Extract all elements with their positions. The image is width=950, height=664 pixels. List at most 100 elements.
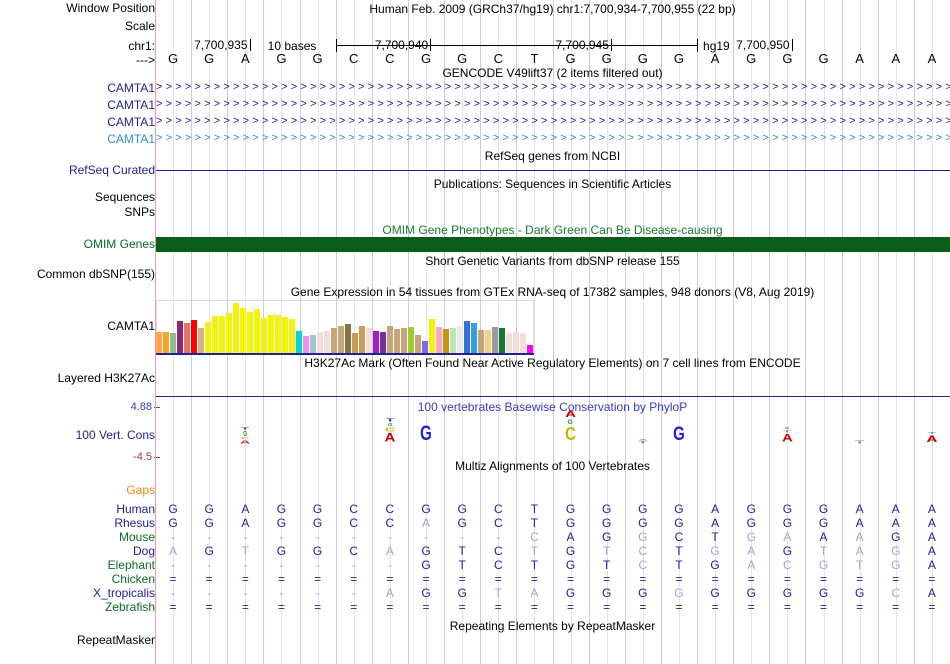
gtex-bar[interactable]	[359, 326, 365, 353]
phylop-logo-column: G	[664, 396, 694, 466]
gtex-bar[interactable]	[499, 328, 505, 353]
sequence-base: G	[673, 51, 685, 66]
gtex-bar[interactable]	[352, 333, 358, 353]
gtex-bar[interactable]	[478, 330, 484, 353]
gtex-bar[interactable]	[492, 327, 498, 353]
gtex-bar[interactable]	[156, 332, 162, 353]
alignment-base: A	[241, 516, 250, 530]
alignment-base: =	[820, 600, 828, 614]
alignment-base: G	[638, 516, 648, 530]
gtex-bar[interactable]	[394, 329, 400, 353]
gtex-bar[interactable]	[296, 331, 302, 353]
gencode-title: GENCODE V49lift37 (2 items filtered out)	[442, 66, 663, 80]
alignment-base: -	[460, 530, 465, 544]
gtex-bar[interactable]	[464, 321, 470, 353]
gtex-bar[interactable]	[471, 323, 477, 353]
gtex-bar[interactable]	[324, 331, 330, 353]
phylop-logo-column: G	[411, 396, 441, 466]
gaps-label[interactable]: Gaps	[126, 483, 155, 497]
h3k27ac-label[interactable]: Layered H3K27Ac	[57, 371, 155, 385]
gtex-bar[interactable]	[191, 320, 197, 353]
alignment-base: =	[205, 600, 213, 614]
gtex-bar[interactable]	[408, 327, 414, 353]
snps-label[interactable]: SNPs	[124, 205, 155, 219]
gtex-bar[interactable]	[513, 332, 519, 353]
refseq-label[interactable]: RefSeq Curated	[68, 163, 155, 177]
species-label-zebrafish[interactable]: Zebrafish	[104, 600, 155, 614]
alignment-base: G	[746, 516, 756, 530]
gtex-bar[interactable]	[457, 326, 463, 353]
conservation-label[interactable]: 100 Vert. Cons	[75, 428, 155, 442]
gtex-bar[interactable]	[240, 308, 246, 353]
gtex-bar[interactable]	[429, 319, 435, 353]
dbsnp-label[interactable]: Common dbSNP(155)	[36, 267, 155, 281]
gtex-bar[interactable]	[387, 326, 393, 353]
gtex-bar[interactable]	[268, 315, 274, 353]
gtex-bar[interactable]	[331, 328, 337, 353]
alignment-base: =	[422, 572, 430, 586]
gtex-bar[interactable]	[366, 328, 372, 353]
gtex-gene-label[interactable]: CAMTA1	[107, 319, 155, 333]
gtex-bar[interactable]	[415, 335, 421, 353]
gtex-bar[interactable]	[443, 329, 449, 353]
sequences-label[interactable]: Sequences	[94, 190, 155, 204]
gtex-bar[interactable]	[184, 323, 190, 353]
phylop-logo-letter: C	[384, 426, 396, 433]
gtex-bar[interactable]	[520, 333, 526, 353]
refseq-line	[156, 170, 950, 171]
gtex-bar[interactable]	[170, 333, 176, 353]
gtex-bar[interactable]	[205, 322, 211, 353]
gtex-bar[interactable]	[163, 332, 169, 353]
alignment-base: =	[386, 572, 394, 586]
species-label-elephant[interactable]: Elephant	[107, 558, 155, 572]
repeatmasker-label[interactable]: RepeatMasker	[76, 633, 155, 647]
alignment-base: G	[710, 586, 720, 600]
gtex-bar[interactable]	[485, 330, 491, 353]
alignment-base: G	[746, 586, 756, 600]
gtex-bar[interactable]	[380, 332, 386, 353]
gtex-bar[interactable]	[219, 316, 225, 353]
window-position-text: Human Feb. 2009 (GRCh37/hg19) chr1:7,700…	[369, 2, 736, 16]
gtex-bar[interactable]	[345, 324, 351, 353]
gtex-bar[interactable]	[527, 345, 533, 353]
gtex-bar[interactable]	[506, 333, 512, 353]
gtex-bar[interactable]	[261, 318, 267, 353]
omim-label[interactable]: OMIM Genes	[83, 237, 155, 251]
species-label-human[interactable]: Human	[116, 502, 155, 516]
gtex-bar[interactable]	[275, 315, 281, 353]
alignment-base: -	[279, 558, 284, 572]
species-label-chicken[interactable]: Chicken	[111, 572, 155, 586]
species-label-dog[interactable]: Dog	[132, 544, 155, 558]
species-label-x_tropicalis[interactable]: X_tropicalis	[92, 586, 155, 600]
gencode-gene-label-1[interactable]: CAMTA1	[107, 81, 155, 95]
alignment-base: -	[387, 530, 392, 544]
gtex-bar[interactable]	[373, 331, 379, 353]
species-label-mouse[interactable]: Mouse	[118, 530, 155, 544]
gtex-bar[interactable]	[338, 326, 344, 353]
gencode-gene-label-4[interactable]: CAMTA1	[107, 132, 155, 146]
gtex-bar[interactable]	[436, 327, 442, 353]
gtex-expression-chart[interactable]	[156, 300, 534, 355]
gtex-bar[interactable]	[177, 321, 183, 353]
gtex-bar[interactable]	[450, 328, 456, 353]
gtex-bar[interactable]	[317, 332, 323, 353]
gtex-bar[interactable]	[226, 313, 232, 353]
gencode-gene-label-3[interactable]: CAMTA1	[107, 115, 155, 129]
gtex-bar[interactable]	[233, 303, 239, 353]
gtex-bar[interactable]	[247, 312, 253, 353]
gtex-bar[interactable]	[254, 309, 260, 353]
gtex-bar[interactable]	[401, 328, 407, 353]
gtex-bar[interactable]	[303, 336, 309, 353]
alignment-base: C	[493, 544, 503, 558]
gtex-bar[interactable]	[212, 316, 218, 353]
alignment-base: A	[783, 530, 792, 544]
gtex-bar[interactable]	[310, 335, 316, 353]
gtex-bar[interactable]	[422, 341, 428, 353]
gtex-bar[interactable]	[289, 319, 295, 353]
gencode-gene-label-2[interactable]: CAMTA1	[107, 98, 155, 112]
species-label-rhesus[interactable]: Rhesus	[114, 516, 155, 530]
gtex-bar[interactable]	[198, 328, 204, 353]
gtex-bar[interactable]	[282, 317, 288, 353]
omim-gene-bar[interactable]	[156, 237, 950, 252]
